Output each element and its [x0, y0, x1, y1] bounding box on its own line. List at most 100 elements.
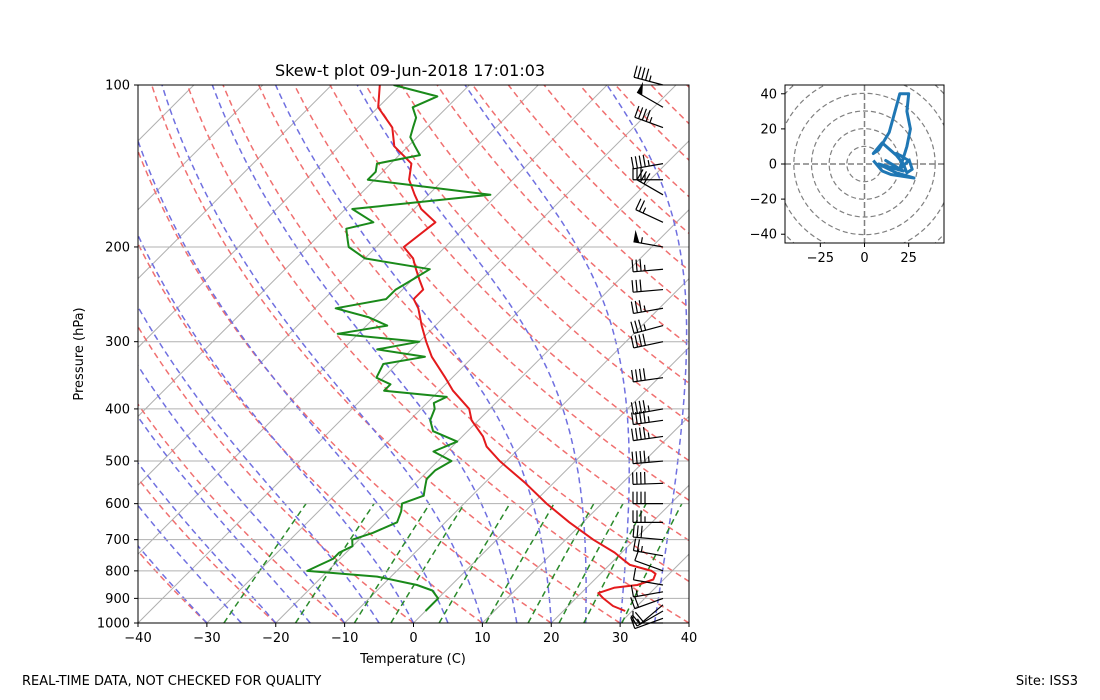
wind-barb-full	[641, 108, 647, 121]
wind-barb	[632, 510, 663, 523]
wind-barb-staff	[632, 482, 664, 485]
hodograph-y-tick-label: 20	[760, 122, 777, 137]
wind-barb	[631, 259, 664, 273]
wind-barb-full	[643, 450, 646, 463]
moist-adiabat	[161, 85, 484, 623]
isotherm-line	[0, 85, 56, 623]
moist-adiabat	[688, 619, 689, 623]
dry-adiabat	[400, 85, 689, 385]
wind-barb-full	[642, 333, 646, 346]
x-tick-label: −20	[262, 631, 289, 646]
wind-barb-staff	[636, 91, 664, 108]
wind-barb	[630, 154, 664, 170]
dry-adiabat	[650, 85, 689, 125]
wind-barb-full	[635, 279, 638, 292]
wind-barb-full	[631, 369, 634, 382]
dry-adiabat	[472, 85, 689, 309]
dry-adiabat	[138, 149, 552, 623]
x-tick-label: 20	[543, 631, 560, 646]
dry-adiabat	[222, 85, 689, 583]
wind-barb-full	[635, 259, 638, 272]
hodograph-series	[871, 92, 916, 180]
wind-barb-full	[636, 525, 639, 538]
wind-barb	[631, 279, 664, 293]
moist-adiabat	[211, 85, 518, 623]
wind-barb-staff	[633, 408, 664, 415]
x-tick-label: 30	[612, 631, 629, 646]
wind-barb-staff	[633, 419, 664, 426]
moist-adiabat	[606, 85, 688, 623]
wind-barb-staff	[633, 460, 664, 465]
wind-barb-half	[643, 264, 646, 271]
wind-barb-full	[631, 428, 634, 441]
wind-barb-full	[634, 300, 638, 313]
wind-barb-half	[647, 432, 650, 439]
x-tick-label: 0	[409, 631, 417, 646]
isotherm-line	[482, 415, 689, 623]
wind-barb	[630, 333, 664, 349]
dry-adiabat	[138, 242, 483, 623]
mixing-ratio-line	[353, 503, 431, 623]
wind-barb-full	[633, 595, 640, 608]
hodograph-trace	[871, 92, 916, 180]
wind-barb-full	[636, 539, 641, 552]
mixing-ratio-line	[621, 503, 683, 623]
moist-adiabat	[356, 85, 587, 623]
hodograph-y-tick-label: 0	[769, 158, 777, 173]
hodograph-x-tick-label: 0	[860, 251, 868, 266]
wind-barb-full	[639, 450, 642, 464]
isotherm-line	[138, 85, 264, 211]
wind-barb-staff	[636, 179, 664, 196]
y-axis-label: Pressure (hPa)	[72, 307, 87, 400]
wind-barb-full	[643, 173, 651, 185]
wind-barb-full	[639, 279, 642, 292]
wind-barb-full	[631, 280, 634, 293]
x-tick-label: −40	[124, 631, 151, 646]
wind-barb-full	[630, 615, 638, 627]
wind-barb-full	[634, 611, 644, 622]
pressure-gridlines	[138, 85, 689, 623]
isotherm-line	[758, 85, 1100, 623]
isotherm-line	[138, 85, 539, 486]
wind-barb-full	[640, 525, 643, 538]
wind-barb-full	[642, 410, 646, 423]
y-tick-label: 200	[105, 240, 130, 255]
wind-barb	[630, 319, 664, 334]
moist-adiabat	[138, 233, 415, 623]
wind-barb	[630, 300, 664, 315]
y-tick-label: 900	[105, 592, 130, 607]
wind-barb-half	[647, 416, 650, 423]
wind-barb-full	[638, 400, 642, 413]
wind-barb-staff	[634, 560, 664, 572]
hodograph-x-tick-label: −25	[807, 251, 834, 266]
y-tick-label: 700	[105, 533, 130, 548]
y-tick-label: 100	[105, 79, 130, 94]
dewpoint-line	[306, 85, 492, 612]
wind-barb	[634, 105, 664, 129]
wind-barb-staff	[635, 209, 664, 223]
wind-barb	[632, 567, 664, 586]
wind-barb-staff	[633, 536, 664, 541]
wind-barb-full	[638, 200, 646, 212]
wind-barb-full	[638, 300, 642, 313]
isotherm-line	[619, 553, 689, 623]
y-tick-label: 600	[105, 497, 130, 512]
wind-barb	[630, 400, 664, 415]
x-tick-label: 40	[681, 631, 698, 646]
wind-barb	[631, 471, 664, 485]
isotherm-line	[827, 85, 1100, 623]
moist-adiabat	[138, 364, 346, 623]
moist-adiabat	[138, 138, 449, 623]
isotherm-line	[550, 484, 689, 623]
wind-barb-full	[634, 428, 638, 441]
wind-barb-full	[632, 538, 637, 551]
dry-adiabat	[150, 85, 621, 623]
wind-barb-full	[645, 109, 651, 122]
wind-barb-full	[638, 155, 642, 168]
wind-barb-full	[630, 402, 635, 415]
wind-barb-flag	[633, 229, 640, 243]
footer-site: Site: ISS3	[1015, 674, 1078, 689]
dry-adiabat	[258, 85, 689, 542]
wind-barb-full	[639, 259, 642, 272]
skewt-axes: −40 −30 −20 −10 0 10 20 30 40 100200300400500600…	[0, 61, 1100, 667]
